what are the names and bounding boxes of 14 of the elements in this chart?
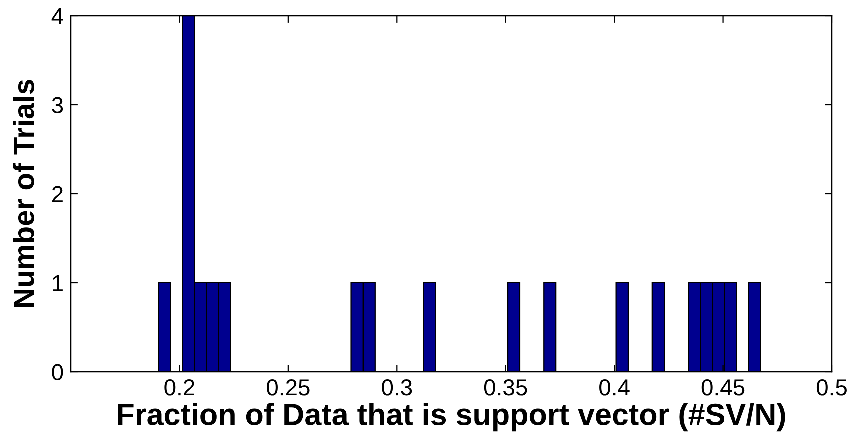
- y-tick-label: 2: [52, 186, 63, 202]
- x-tick-label: 0.35: [484, 380, 528, 396]
- x-tick-label: 0.4: [600, 380, 630, 396]
- y-axis-title: Number of Trials: [13, 80, 34, 308]
- y-tick-label: 1: [53, 276, 63, 292]
- x-tick-label: 0.45: [702, 380, 745, 396]
- y-tick-label: 3: [52, 97, 64, 114]
- x-tick-label: 0.2: [164, 380, 194, 396]
- x-tick-label: 0.25: [267, 380, 310, 396]
- x-tick-label: 0.5: [816, 380, 847, 396]
- y-tick-label: 4: [52, 8, 64, 24]
- x-axis-title: Fraction of Data that is support vector (#SV/N): [118, 403, 786, 432]
- y-tick-label: 0: [52, 364, 64, 381]
- x-tick-label: 0.3: [382, 380, 412, 396]
